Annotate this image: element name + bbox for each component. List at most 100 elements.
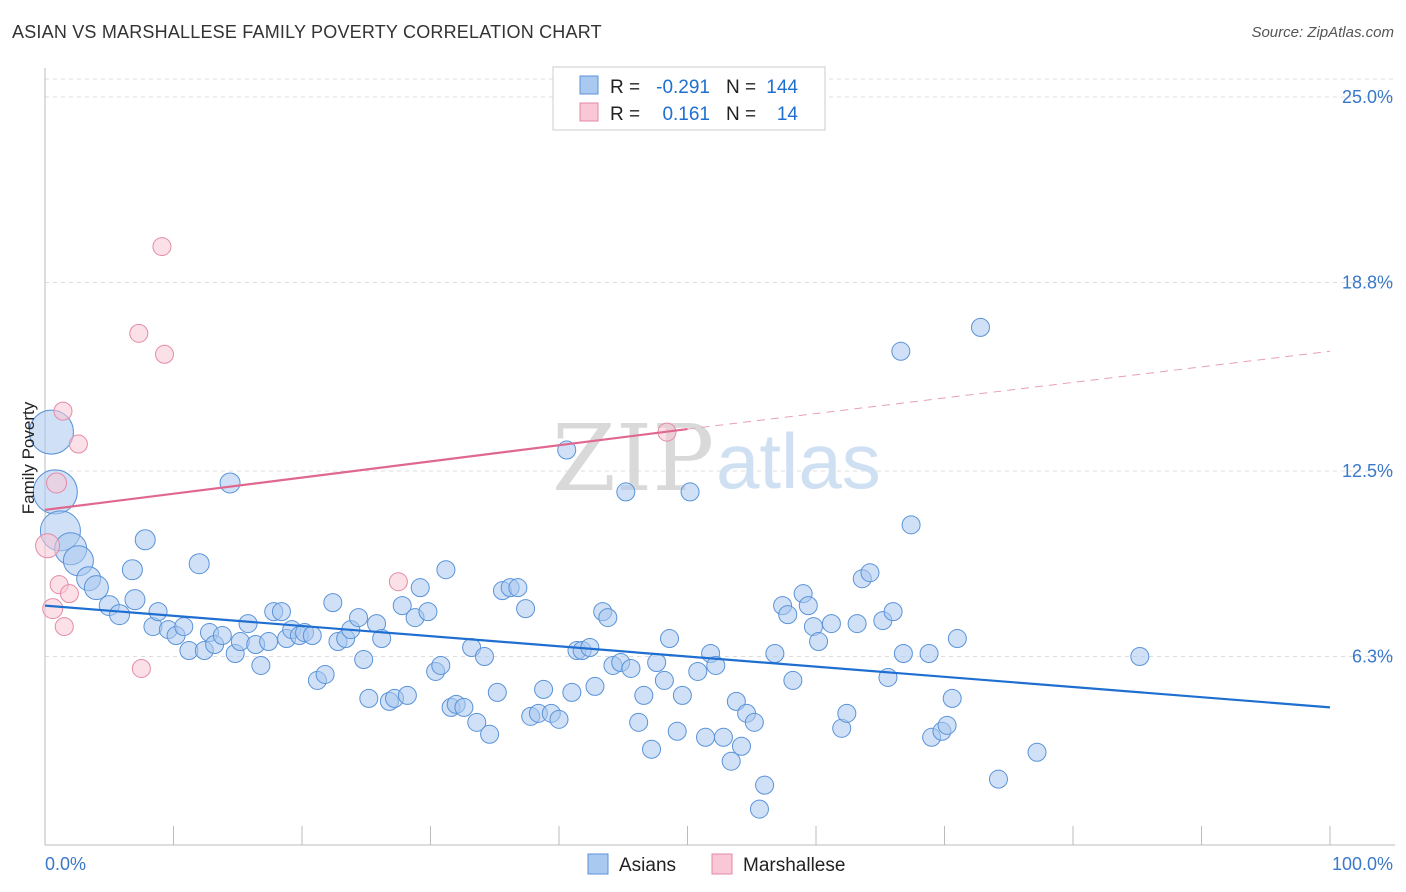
asians-point: [148, 602, 168, 622]
asians-point: [549, 709, 569, 729]
x-tick-label: 0.0%: [45, 854, 86, 874]
asians-point: [731, 736, 751, 756]
marshallese-point: [35, 533, 61, 559]
asians-point: [942, 688, 962, 708]
marshallese-trend-line: [44, 427, 688, 511]
y-tick-label: 6.3%: [1352, 646, 1393, 666]
asians-point: [516, 599, 536, 619]
marshallese-point: [388, 572, 408, 592]
asians-point: [688, 661, 708, 681]
marshallese-point: [46, 472, 68, 494]
series-marshallese: [35, 237, 677, 678]
bottom-legend: Asians Marshallese: [587, 853, 845, 876]
asians-point: [634, 685, 654, 705]
axes: [44, 68, 1395, 846]
asians-point: [695, 727, 715, 747]
asians-point: [188, 553, 210, 575]
asians-point: [706, 655, 726, 675]
marshallese-point: [68, 434, 88, 454]
marshallese-point: [59, 584, 79, 604]
asians-point: [121, 559, 143, 581]
asians-point: [359, 688, 379, 708]
asians-point: [680, 482, 700, 502]
asians-point: [647, 652, 667, 672]
legend-n-label-asians: N =: [726, 77, 756, 98]
legend-swatch-asians: [579, 75, 599, 95]
legend-n-value-asians: 144: [766, 77, 798, 98]
asians-point: [251, 655, 271, 675]
asians-point: [349, 608, 369, 628]
watermark: ZIP atlas: [552, 405, 881, 512]
asians-point: [474, 646, 494, 666]
asians-point: [621, 658, 641, 678]
asians-point: [749, 799, 769, 819]
y-tick-label: 12.5%: [1342, 461, 1393, 481]
asians-point: [598, 608, 618, 628]
asians-point: [1130, 646, 1150, 666]
asians-point: [660, 629, 680, 649]
asians-point: [28, 409, 74, 455]
asians-point: [988, 769, 1008, 789]
asians-point: [585, 676, 605, 696]
asians-point: [755, 775, 775, 795]
legend-r-label-asians: R =: [610, 77, 640, 98]
asians-point: [302, 626, 322, 646]
legend-swatch-marshallese: [579, 102, 599, 122]
legend-r-value-asians: -0.291: [656, 77, 710, 98]
asians-point: [480, 724, 500, 744]
asians-point: [174, 617, 194, 637]
asians-point: [219, 472, 241, 494]
marshallese-point: [54, 617, 74, 637]
x-tick-labels: 0.0% 100.0%: [45, 854, 1393, 874]
asians-point: [323, 593, 343, 613]
asians-point: [837, 703, 857, 723]
legend-n-label-marshallese: N =: [726, 104, 756, 125]
legend-r-label-marshallese: R =: [610, 104, 640, 125]
trend-lines: [44, 350, 1331, 709]
legend-r-value-marshallese: 0.161: [662, 104, 710, 125]
asians-point: [821, 614, 841, 634]
marshallese-point: [53, 401, 73, 421]
watermark-atlas: atlas: [716, 417, 881, 505]
y-tick-label: 25.0%: [1342, 87, 1393, 107]
asians-point: [947, 629, 967, 649]
asians-point: [893, 644, 913, 663]
asians-point: [721, 751, 741, 771]
asians-point: [616, 482, 636, 502]
asians-point: [238, 614, 258, 634]
asians-point: [891, 341, 911, 361]
asians-point: [562, 682, 582, 702]
asians-point: [713, 727, 733, 747]
asians-point: [436, 560, 456, 580]
asians-point: [124, 589, 146, 611]
legend: R = -0.291 N = 144 R = 0.161 N = 14: [552, 66, 826, 131]
asians-point: [847, 614, 867, 634]
y-tick-labels: 25.0% 18.8% 12.5% 6.3%: [1342, 87, 1393, 667]
asians-point: [672, 685, 692, 705]
y-tick-label: 18.8%: [1342, 272, 1393, 292]
asians-point: [418, 602, 438, 622]
asians-point: [778, 605, 798, 625]
asians-point: [629, 712, 649, 732]
asians-point: [667, 721, 687, 741]
asians-point: [109, 604, 131, 626]
asians-point: [454, 697, 474, 717]
asians-point: [798, 596, 818, 616]
bottom-legend-swatch-asians: [587, 853, 609, 875]
x-tick-label: 100.0%: [1332, 854, 1393, 874]
asians-point: [315, 664, 335, 684]
asians-point: [654, 670, 674, 690]
asians-point: [431, 655, 451, 675]
asians-point: [901, 515, 921, 535]
asians-point: [259, 632, 279, 652]
asians-point: [271, 602, 291, 622]
asians-point: [1027, 742, 1047, 762]
marshallese-point: [129, 323, 149, 343]
asians-point: [534, 679, 554, 699]
source-label: Source: ZipAtlas.com: [1251, 24, 1394, 41]
asians-point: [230, 632, 250, 652]
bottom-legend-swatch-marshallese: [711, 853, 733, 875]
asians-point: [83, 575, 109, 601]
asians-point: [642, 739, 662, 759]
